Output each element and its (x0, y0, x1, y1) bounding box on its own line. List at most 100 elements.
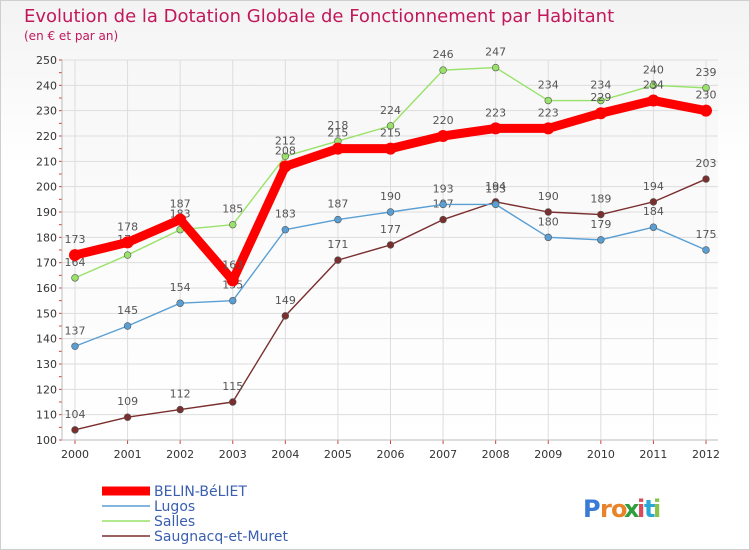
axes: 100 110 120 130 140 150 160 170 180 190 200 210 220 2… (36, 54, 720, 461)
data-point (439, 200, 447, 209)
x-tick-label: 2002 (166, 448, 194, 461)
data-label: 149 (275, 294, 296, 307)
x-tick-label: 2011 (639, 448, 667, 461)
data-label: 246 (433, 48, 454, 61)
data-label: 187 (170, 198, 191, 211)
data-label: 180 (538, 215, 559, 228)
data-point (542, 122, 555, 135)
data-label: 193 (433, 182, 454, 195)
data-point (597, 236, 605, 244)
legend-label: Salles (154, 514, 195, 530)
data-label: 190 (380, 190, 401, 203)
y-tick-label: 210 (36, 155, 57, 168)
legend-label: Lugos (154, 499, 195, 515)
data-label: 184 (643, 205, 664, 218)
data-point (121, 236, 134, 249)
y-tick-label: 220 (36, 130, 57, 143)
data-point (71, 274, 79, 282)
x-tick-label: 2012 (692, 448, 720, 461)
data-point (386, 122, 395, 130)
series-saugnacq-et-muret: 104 109 112 115 149 171 177 187 194 190 189 194 203 (65, 157, 717, 434)
data-point (544, 96, 552, 105)
y-tick-label: 110 (36, 409, 57, 422)
y-tick-label: 170 (36, 257, 57, 270)
data-point (597, 96, 605, 105)
data-point (281, 312, 290, 320)
data-label: 137 (65, 324, 86, 337)
data-point (123, 413, 132, 421)
y-tick-label: 240 (36, 79, 57, 92)
x-tick-label: 2000 (61, 448, 89, 461)
data-point (69, 249, 81, 262)
data-point (594, 107, 607, 120)
legend-label: BELIN-BéLIET (154, 484, 247, 500)
y-tick-label: 200 (36, 181, 57, 194)
data-label: 215 (380, 127, 401, 140)
x-tick-label: 2006 (377, 448, 405, 461)
y-tick-label: 150 (36, 307, 57, 320)
data-label: 223 (538, 106, 559, 119)
data-point (229, 398, 237, 406)
data-point (491, 200, 500, 209)
x-tick-label: 2001 (114, 448, 142, 461)
y-tick-label: 140 (36, 333, 57, 346)
x-tick-label: 2003 (219, 448, 247, 461)
logo-letter: o (611, 495, 628, 523)
data-label: 177 (380, 223, 401, 236)
data-label: 183 (275, 208, 296, 221)
data-label: 179 (590, 218, 611, 231)
data-point (176, 299, 184, 307)
data-label: 175 (696, 228, 717, 241)
data-label: 223 (485, 106, 506, 119)
data-label: 154 (170, 281, 191, 294)
data-point (226, 274, 239, 287)
data-point (597, 210, 605, 219)
grid (62, 59, 718, 441)
logo-letter: x (624, 495, 640, 523)
data-label: 203 (696, 157, 717, 170)
data-point (123, 251, 132, 259)
data-label: 189 (590, 193, 611, 206)
data-label: 234 (538, 79, 559, 92)
data-point (437, 130, 450, 142)
logo-letter: i (637, 495, 645, 523)
data-label: 193 (485, 182, 506, 195)
data-point (649, 223, 658, 231)
data-point (331, 142, 344, 155)
data-point (544, 233, 552, 242)
series-salles: 164 173 183 185 212 218 224 246 247 234 234 240 239 (65, 46, 717, 282)
logo-letter: i (653, 495, 661, 523)
data-point (334, 215, 342, 224)
data-label: 185 (222, 203, 243, 216)
data-point (71, 342, 79, 350)
data-label: 115 (222, 380, 243, 393)
data-label: 109 (117, 395, 138, 408)
data-point (491, 63, 500, 72)
data-label: 240 (643, 63, 664, 76)
data-label: 145 (117, 304, 138, 317)
chart-subtitle: (en € et par an) (24, 29, 118, 43)
series-lugos: 137145154155183187190193193180179184175 (65, 182, 717, 350)
data-point (702, 84, 710, 92)
x-tick-label: 2004 (271, 448, 299, 461)
data-label: 187 (327, 198, 348, 211)
y-tick-label: 190 (36, 206, 57, 219)
data-point (702, 246, 710, 254)
y-tick-label: 230 (36, 105, 57, 118)
y-tick-label: 130 (36, 358, 57, 371)
data-label: 239 (696, 66, 717, 79)
data-label: 104 (65, 408, 86, 421)
x-tick-label: 2010 (587, 448, 615, 461)
data-label: 247 (485, 46, 506, 59)
x-tick-label: 2005 (324, 448, 352, 461)
data-label: 173 (65, 233, 86, 246)
data-point (334, 256, 342, 264)
data-point (439, 66, 447, 74)
data-label: 194 (643, 180, 664, 193)
data-label: 234 (643, 79, 664, 92)
data-label: 215 (327, 127, 348, 140)
x-tick-label: 2008 (482, 448, 510, 461)
chart-title: Evolution de la Dotation Globale de Fonc… (24, 6, 614, 27)
